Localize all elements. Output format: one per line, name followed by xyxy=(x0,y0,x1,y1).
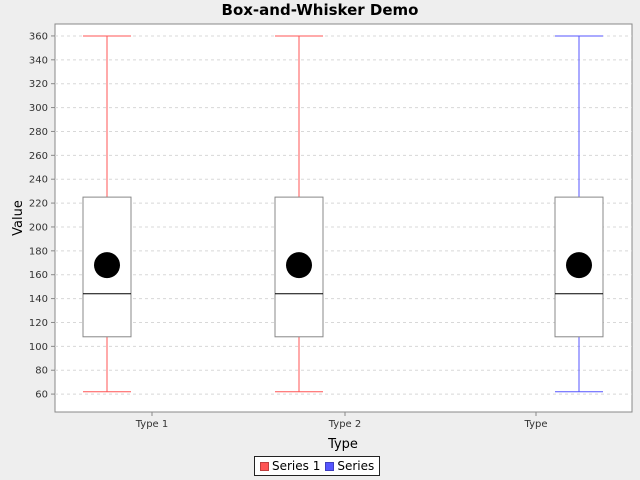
box-plot xyxy=(554,35,604,393)
grid-lines xyxy=(55,35,632,395)
chart-title: Box-and-Whisker Demo xyxy=(221,1,419,19)
x-tick-label: Type 1 xyxy=(135,419,169,430)
mean-marker xyxy=(286,252,312,279)
legend: Series 1 Series xyxy=(254,456,381,476)
legend-item: Series xyxy=(325,459,374,473)
mean-marker xyxy=(94,252,120,279)
y-tick-label: 280 xyxy=(29,127,48,138)
x-axis-title: Type xyxy=(327,437,358,452)
y-tick-label: 100 xyxy=(29,342,48,353)
y-tick-label: 140 xyxy=(29,294,48,305)
axes: 60 80 100 120 140 160 180 200 220 240 260 280 300 320… xyxy=(29,31,548,430)
legend-label: Series 1 xyxy=(272,459,321,473)
y-tick-label: 160 xyxy=(29,270,48,281)
y-tick-label: 200 xyxy=(29,222,48,233)
box-plot xyxy=(82,35,132,393)
y-tick-label: 240 xyxy=(29,175,48,186)
y-tick-label: 120 xyxy=(29,318,48,329)
x-tick-label: Type 2 xyxy=(328,419,362,430)
y-tick-label: 180 xyxy=(29,246,48,257)
x-tick-label: Type xyxy=(524,419,548,430)
legend-label: Series xyxy=(337,459,375,473)
mean-marker xyxy=(566,252,592,279)
y-tick-label: 80 xyxy=(35,366,48,377)
y-tick-label: 340 xyxy=(29,55,48,66)
y-tick-label: 300 xyxy=(29,103,48,114)
box-plot xyxy=(274,35,324,393)
box-iqr xyxy=(554,196,604,338)
box-plots xyxy=(82,35,604,393)
legend-swatch xyxy=(260,461,269,471)
plot-area xyxy=(54,23,633,413)
y-tick-label: 220 xyxy=(29,199,48,210)
legend-swatch xyxy=(325,461,335,471)
y-tick-label: 260 xyxy=(29,151,48,162)
y-tick-label: 360 xyxy=(29,31,48,42)
legend-item: Series 1 xyxy=(260,459,320,473)
y-tick-label: 320 xyxy=(29,79,48,90)
y-axis-title: Value xyxy=(11,200,26,236)
y-tick-label: 60 xyxy=(35,390,48,401)
